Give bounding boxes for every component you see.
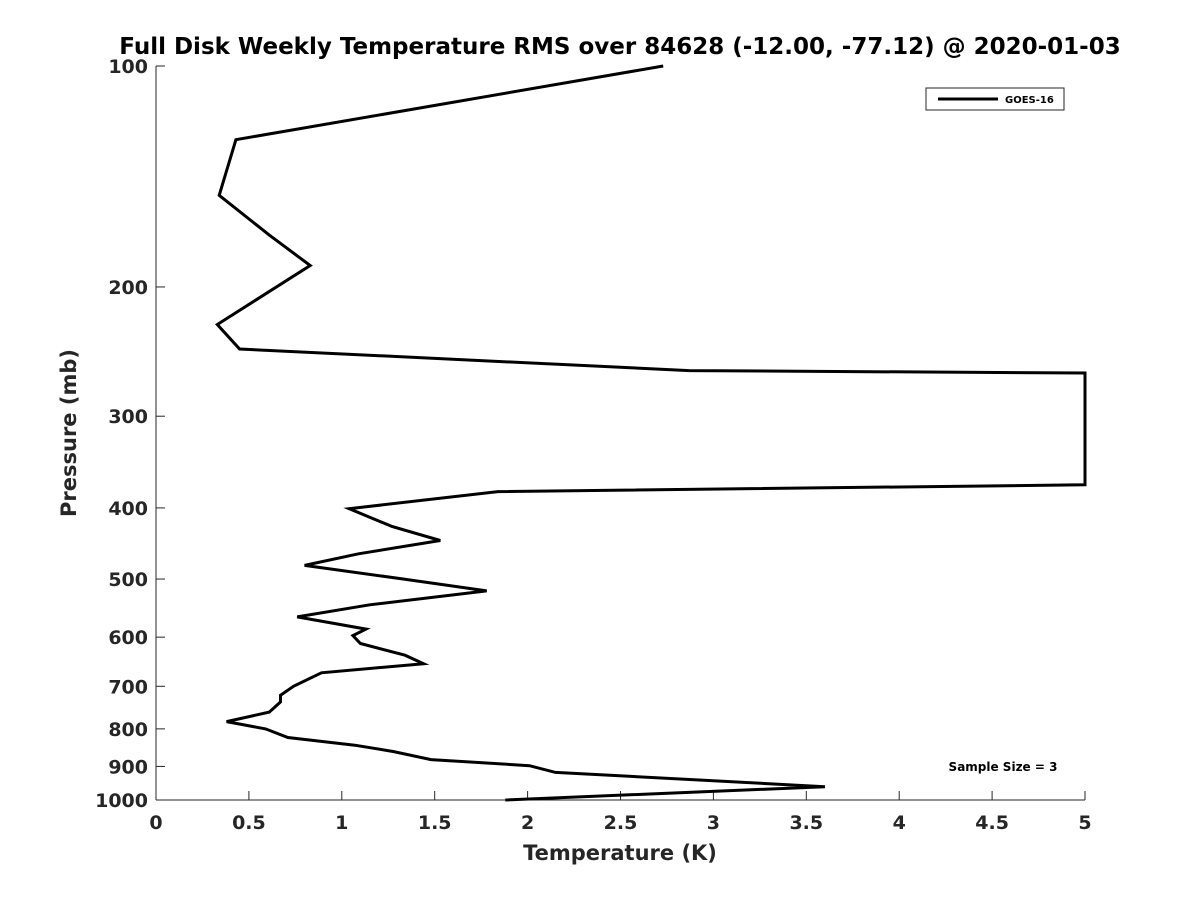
- sample-size-annotation: Sample Size = 3: [949, 760, 1058, 774]
- y-tick-label: 900: [108, 756, 148, 778]
- y-tick-label: 300: [108, 406, 148, 428]
- series-line-goes-16: [214, 64, 1087, 802]
- legend: GOES-16: [925, 87, 1065, 111]
- x-tick-label: 5: [1078, 812, 1091, 834]
- y-tick-label: 700: [108, 676, 148, 698]
- x-tick-label: 0: [149, 812, 162, 834]
- x-tick-label: 4: [893, 812, 906, 834]
- x-axis-label: Temperature (K): [523, 841, 717, 865]
- y-tick-label: 1000: [95, 790, 148, 812]
- y-axis-ticks: 100 200 300 400 500 600 700 800 900 1000: [95, 56, 165, 812]
- y-tick-label: 400: [108, 498, 148, 520]
- chart-title: Full Disk Weekly Temperature RMS over 84…: [119, 34, 1121, 60]
- x-tick-label: 0.5: [232, 812, 266, 834]
- y-tick-label: 200: [108, 277, 148, 299]
- x-tick-label: 2.5: [604, 812, 638, 834]
- y-tick-label: 600: [108, 627, 148, 649]
- y-tick-label: 800: [108, 719, 148, 741]
- x-axis-ticks: 0 0.5 1 1.5 2 2.5 3 3.5 4 4.5 5: [149, 791, 1092, 834]
- x-tick-label: 3: [707, 812, 720, 834]
- x-tick-label: 1: [335, 812, 348, 834]
- x-tick-label: 4.5: [975, 812, 1009, 834]
- y-tick-label: 500: [108, 569, 148, 591]
- x-tick-label: 2: [521, 812, 534, 834]
- y-tick-label: 100: [108, 56, 148, 78]
- x-tick-label: 3.5: [789, 812, 823, 834]
- x-tick-label: 1.5: [418, 812, 452, 834]
- series-layer: [214, 64, 1087, 802]
- y-axis-label: Pressure (mb): [57, 349, 81, 517]
- legend-label: GOES-16: [1005, 95, 1054, 106]
